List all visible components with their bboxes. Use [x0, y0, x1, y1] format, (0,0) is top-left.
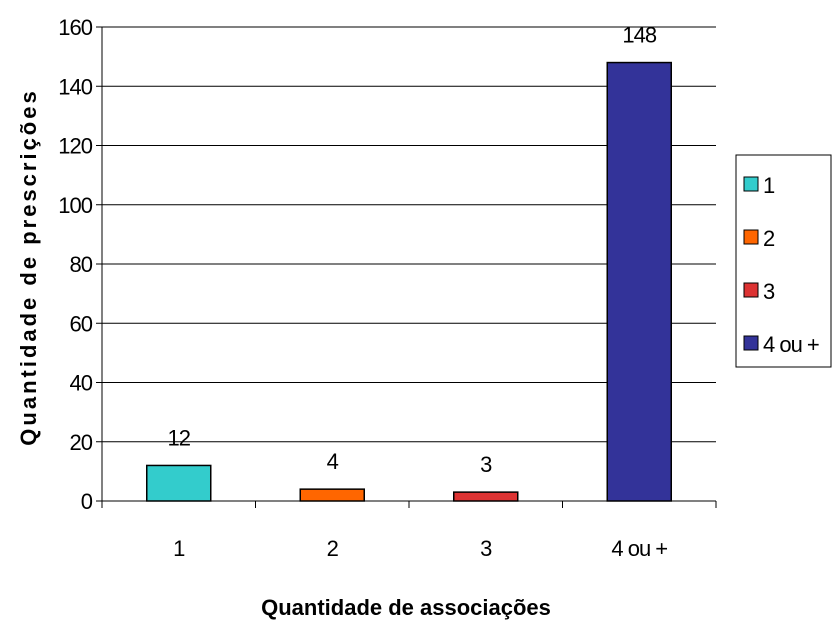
x-tick-label-1: 1 — [173, 536, 185, 561]
data-label-1: 12 — [168, 425, 191, 450]
data-label-3: 3 — [480, 452, 492, 477]
bars — [146, 61, 672, 502]
legend: 1 2 3 4 ou + — [735, 154, 832, 368]
y-tick-label: 0 — [81, 489, 93, 514]
y-tick-label: 80 — [70, 252, 93, 277]
x-tick-label-4: 4 ou + — [611, 536, 667, 561]
y-tick-label: 60 — [70, 311, 93, 336]
y-tick-label: 120 — [58, 134, 92, 159]
gridlines — [102, 26, 716, 443]
legend-swatch-1 — [743, 176, 759, 192]
x-axis-ticks: 1 2 3 4 ou + — [101, 501, 717, 561]
y-tick-label: 140 — [58, 74, 92, 99]
legend-swatch-2 — [743, 229, 759, 245]
y-axis-ticks: 0 20 40 60 80 100 120 140 160 — [58, 15, 102, 514]
legend-label-1: 1 — [763, 173, 775, 198]
y-axis-title: Quantidade de prescrições — [16, 88, 41, 445]
bar-4 — [606, 61, 672, 502]
bar-1 — [146, 464, 212, 502]
data-label-2: 4 — [327, 449, 339, 474]
y-tick-label: 40 — [70, 371, 93, 396]
legend-label-2: 2 — [763, 226, 775, 251]
bar-2 — [299, 488, 365, 502]
legend-label-4: 4 ou + — [763, 332, 819, 357]
y-tick-label: 20 — [70, 430, 93, 455]
data-label-4: 148 — [622, 23, 656, 48]
y-tick-label: 160 — [58, 15, 92, 40]
y-tick-label: 100 — [58, 193, 92, 218]
x-tick-label-2: 2 — [327, 536, 339, 561]
legend-swatch-3 — [743, 282, 759, 298]
bar-3 — [453, 491, 519, 502]
legend-swatch-4 — [743, 335, 759, 351]
x-axis-title: Quantidade de associações — [261, 595, 551, 620]
x-tick-label-3: 3 — [480, 536, 492, 561]
legend-label-3: 3 — [763, 279, 775, 304]
data-labels: 12 4 3 148 — [168, 23, 658, 478]
